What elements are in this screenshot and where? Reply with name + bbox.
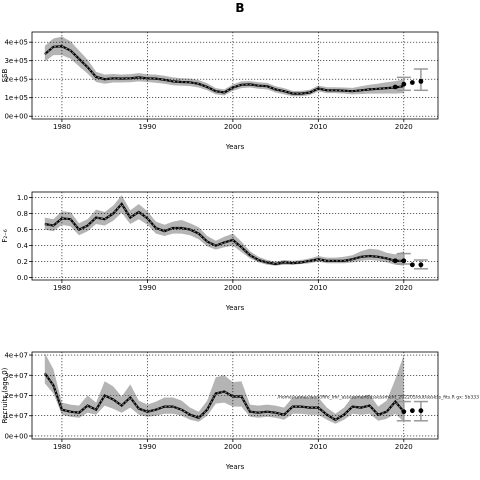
x-tick-label: 1980 <box>53 284 71 292</box>
x-tick-label: 1990 <box>138 443 156 451</box>
series-line-dash <box>44 203 404 265</box>
data-point <box>409 408 415 414</box>
y-tick-label: 3e+05 <box>4 57 28 65</box>
y-tick-label: 1e+05 <box>4 94 28 102</box>
data-point <box>418 79 424 84</box>
x-axis-label: Years <box>225 463 245 471</box>
data-point <box>409 80 415 85</box>
y-tick-label: 4e+07 <box>4 352 28 360</box>
y-tick-label: 1e+07 <box>4 412 28 420</box>
confidence-band <box>44 36 404 97</box>
y-axis-label: F₂₋₆ <box>1 229 9 243</box>
source-annotation: /home/runner/work/fifo_lmr_assessment/as… <box>278 395 480 401</box>
x-tick-label: 1980 <box>53 123 71 131</box>
series-line <box>44 45 404 95</box>
x-tick-label: 1990 <box>138 284 156 292</box>
y-tick-label: 0.2 <box>17 258 28 266</box>
confidence-band <box>44 195 404 266</box>
axes-frame <box>31 31 439 120</box>
x-tick-label: 2010 <box>309 284 327 292</box>
data-point <box>401 258 407 264</box>
axes-frame <box>31 191 439 281</box>
x-tick-label: 2020 <box>395 284 413 292</box>
figure-title: B <box>235 1 244 15</box>
confidence-band <box>44 353 404 424</box>
x-tick-label: 2000 <box>224 284 242 292</box>
data-point <box>418 408 424 414</box>
x-tick-label: 2010 <box>309 443 327 451</box>
panel-fishing-mortality: 1980 1990 2000 2010 2020 0.0 0.2 0.4 0.6 0.8 1.0 Ye… <box>1 191 439 312</box>
series-line-dash <box>44 45 404 95</box>
panel-ssb: 1980 1990 2000 2010 2020 0e+00 1e+05 2e+05 3e+05… <box>1 31 439 151</box>
y-tick-label: 1.0 <box>17 194 28 202</box>
y-tick-label: 0e+00 <box>4 432 28 440</box>
y-tick-label: 2e+07 <box>4 392 28 400</box>
x-tick-label: 2010 <box>309 123 327 131</box>
x-axis-label: Years <box>225 304 245 312</box>
y-tick-label: 0.4 <box>17 242 29 250</box>
x-tick-label: 1990 <box>138 123 156 131</box>
y-tick-label: 0.0 <box>17 274 28 282</box>
y-tick-label: 4e+05 <box>4 39 28 47</box>
y-tick-label: 2e+05 <box>4 76 28 84</box>
x-tick-label: 2000 <box>224 443 242 451</box>
y-axis-label: SSB <box>1 68 9 82</box>
x-axis-label: Years <box>225 143 245 151</box>
y-tick-label: 0e+00 <box>4 113 28 121</box>
data-point <box>392 84 398 90</box>
data-point <box>401 81 407 87</box>
y-tick-label: 0.6 <box>17 226 29 234</box>
y-tick-label: 0.8 <box>17 210 28 218</box>
panel-recruits: 1980 1990 2000 2010 2020 0e+00 1e+07 2e+07 3e+07… <box>1 352 479 471</box>
data-point <box>409 262 415 268</box>
data-point <box>418 262 424 268</box>
y-axis-label: Recruits (age 0) <box>1 367 9 423</box>
series-line <box>43 372 405 422</box>
y-tick-label: 3e+07 <box>4 372 28 380</box>
x-tick-label: 2000 <box>224 123 242 131</box>
x-tick-label: 1980 <box>53 443 71 451</box>
data-point <box>392 258 398 264</box>
data-point <box>401 409 407 415</box>
x-tick-label: 2020 <box>395 123 413 131</box>
x-tick-label: 2020 <box>395 443 413 451</box>
